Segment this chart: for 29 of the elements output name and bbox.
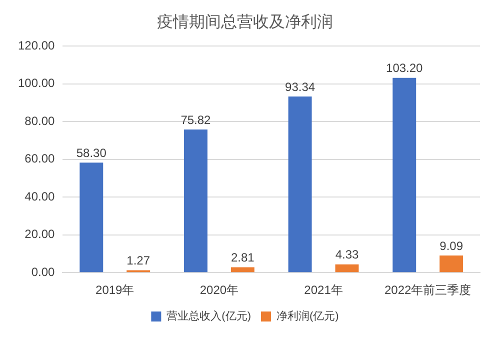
data-label: 93.34 [285, 80, 316, 94]
legend-label: 净利润(亿元) [276, 310, 339, 323]
bar [392, 78, 416, 272]
data-label: 103.20 [386, 61, 424, 76]
y-tick-label: 20.00 [24, 227, 56, 242]
bar [80, 162, 104, 272]
chart-title: 疫情期间总营收及净利润 [157, 13, 333, 32]
x-tick-label: 2022年前三季度 [384, 283, 472, 298]
y-tick-label: 60.00 [24, 152, 56, 166]
y-tick-label: 0.00 [31, 264, 56, 279]
y-tick-label: 120.00 [18, 38, 56, 53]
y-tick-label: 100.00 [18, 76, 56, 90]
bar [335, 264, 359, 272]
data-label: 4.33 [335, 248, 359, 262]
data-label: 1.27 [126, 254, 150, 268]
bar [184, 130, 208, 272]
data-label: 9.09 [440, 238, 464, 253]
y-tick-label: 80.00 [24, 114, 56, 128]
data-label: 2.81 [230, 250, 255, 265]
data-label: 58.30 [76, 146, 107, 160]
x-tick-label: 2020年 [200, 283, 239, 298]
bar [230, 267, 254, 272]
bar [440, 255, 464, 272]
legend-label: 营业总收入(亿元) [166, 310, 251, 323]
x-tick-label: 2019年 [96, 283, 134, 298]
data-label: 75.82 [180, 112, 212, 127]
y-tick-label: 40.00 [24, 189, 56, 204]
bar [288, 96, 312, 272]
x-tick-label: 2021年 [304, 283, 343, 298]
